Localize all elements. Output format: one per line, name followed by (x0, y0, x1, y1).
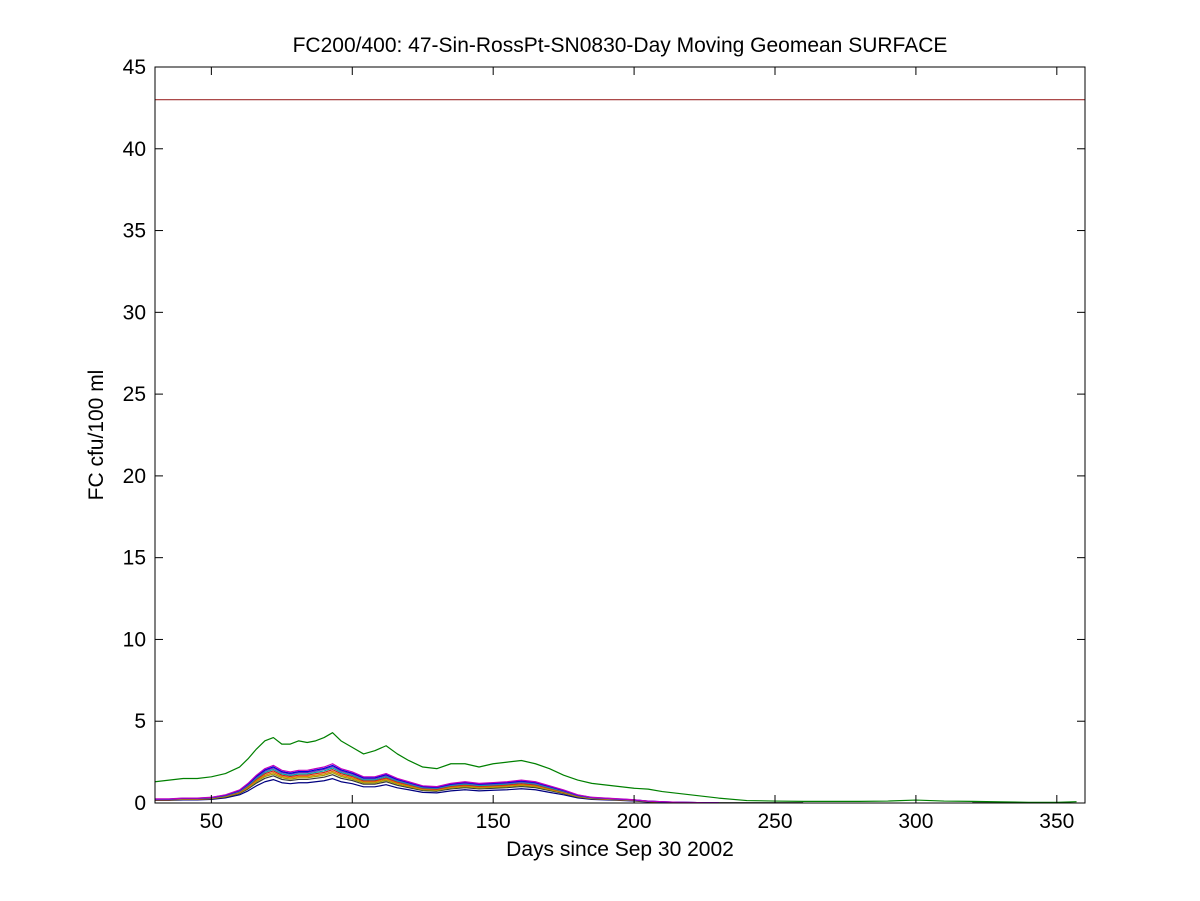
x-tick-label: 250 (757, 810, 792, 833)
y-tick-label: 35 (123, 220, 146, 243)
x-tick-label: 300 (898, 810, 933, 833)
chart-title: FC200/400: 47-Sin-RossPt-SN0830-Day Movi… (293, 34, 948, 57)
y-tick-label: 5 (134, 710, 146, 733)
y-tick-label: 0 (134, 792, 146, 815)
series-green-envelope (154, 732, 1077, 803)
y-tick-label: 20 (123, 465, 146, 488)
x-tick-label: 350 (1039, 810, 1074, 833)
x-tick-label: 50 (200, 810, 223, 833)
x-tick-label: 100 (335, 810, 370, 833)
series-magenta (155, 763, 719, 804)
y-tick-label: 15 (123, 547, 146, 570)
y-tick-label: 10 (123, 628, 146, 651)
y-tick-label: 25 (123, 383, 146, 406)
y-axis-label: FC cfu/100 ml (85, 370, 108, 501)
x-axis-label: Days since Sep 30 2002 (506, 838, 734, 861)
x-tick-label: 150 (476, 810, 511, 833)
x-tick-label: 200 (617, 810, 652, 833)
y-tick-label: 40 (123, 138, 146, 161)
axes-box (154, 66, 1086, 804)
plot-area (154, 99, 1085, 804)
axis-ticks (155, 66, 1085, 804)
y-tick-label: 45 (123, 56, 146, 79)
y-tick-label: 30 (123, 301, 146, 324)
tick-labels: 50 100 150 200 250 300 350 0 5 10 15 20 25 30 35 40 45 (123, 56, 1075, 833)
